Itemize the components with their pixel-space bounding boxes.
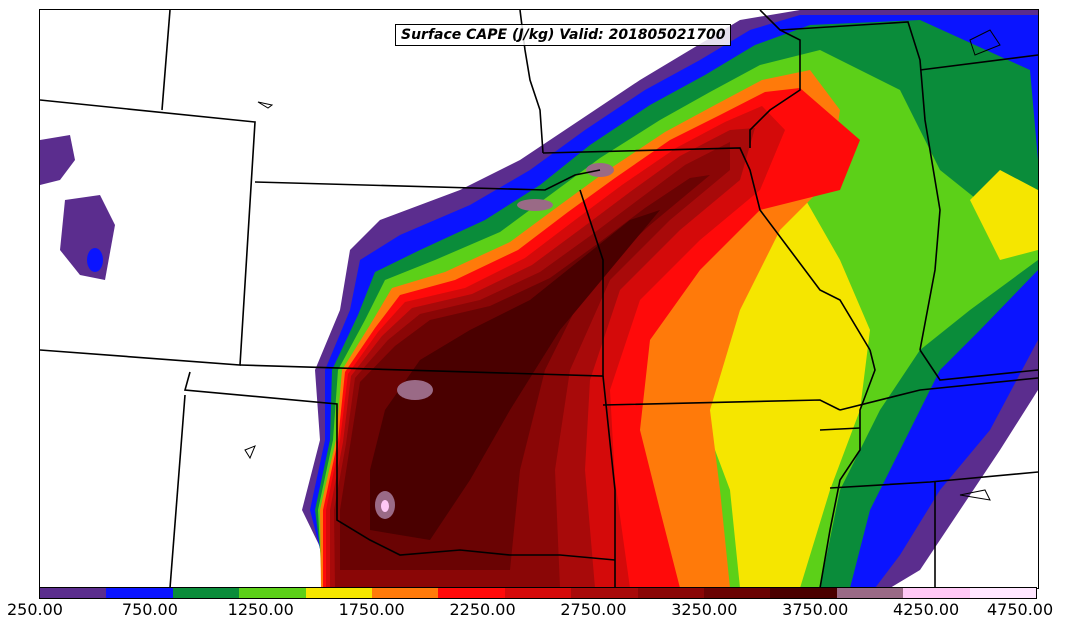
colorbar-tick-label: 3250.00 xyxy=(671,600,738,619)
colorbar-segment xyxy=(836,588,904,598)
lake-outlines xyxy=(244,29,1001,501)
colorbar-tick-label: 2250.00 xyxy=(449,600,516,619)
colorbar-segment xyxy=(770,588,837,598)
cape-core xyxy=(370,210,660,540)
colorbar-tick-label: 3750.00 xyxy=(782,600,849,619)
state-boundaries xyxy=(40,10,1038,588)
colorbar-segment xyxy=(172,588,240,598)
colorbar-segment xyxy=(571,588,638,598)
cape-west-blob-core xyxy=(87,248,103,272)
colorbar-segment xyxy=(969,588,1037,598)
colorbar-segment xyxy=(305,588,373,598)
colorbar xyxy=(39,587,1037,599)
cape-west-blob xyxy=(40,135,75,185)
map-title: Surface CAPE (J/kg) Valid: 201805021700 xyxy=(395,24,732,46)
colorbar-tick-label: 4750.00 xyxy=(987,600,1054,619)
colorbar-segment xyxy=(40,588,107,598)
colorbar-segment xyxy=(704,588,771,598)
colorbar-segment xyxy=(903,588,970,598)
colorbar-tick-labels: 250.00 750.00 1250.00 1750.00 2250.00 2750.00… xyxy=(0,600,1081,622)
colorbar-segment xyxy=(372,588,439,598)
cape-spot xyxy=(397,380,433,400)
map-panel: Surface CAPE (J/kg) Valid: 201805021700 xyxy=(39,9,1039,589)
colorbar-tick-label: 250.00 xyxy=(7,600,63,619)
cape-yellow-east xyxy=(970,170,1038,260)
cape-spot xyxy=(517,199,553,211)
colorbar-tick-label: 1750.00 xyxy=(338,600,405,619)
colorbar-tick-label: 1250.00 xyxy=(227,600,294,619)
colorbar-tick-label: 4250.00 xyxy=(893,600,960,619)
cape-spot xyxy=(381,500,389,512)
colorbar-segment xyxy=(106,588,173,598)
colorbar-segment xyxy=(438,588,505,598)
colorbar-segment xyxy=(504,588,572,598)
colorbar-segment xyxy=(239,588,306,598)
colorbar-tick-label: 2750.00 xyxy=(560,600,627,619)
cape-west-blob xyxy=(60,195,115,280)
colorbar-segment xyxy=(637,588,705,598)
cape-contour-map xyxy=(40,10,1038,588)
colorbar-tick-label: 750.00 xyxy=(121,600,178,619)
